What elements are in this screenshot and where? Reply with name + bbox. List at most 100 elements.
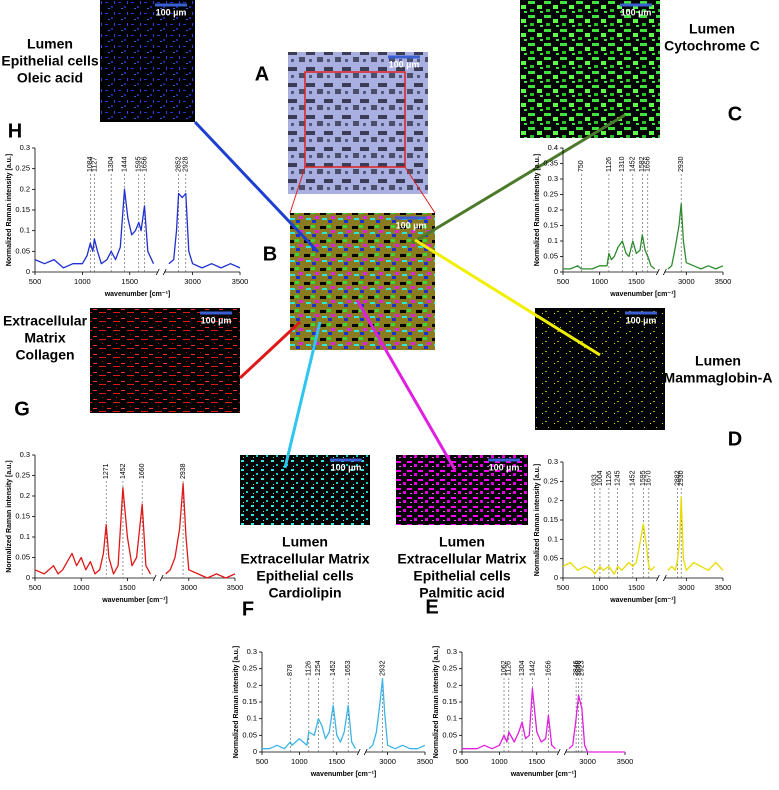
y-tick-label: 0.15 <box>543 220 558 229</box>
spectrum-line <box>462 688 625 753</box>
scale-bar-label: 100 µm <box>156 7 187 17</box>
peak-label: 2882 <box>675 470 682 486</box>
y-tick-label: 0.25 <box>543 476 558 485</box>
peak-label: 1452 <box>630 470 637 486</box>
y-tick-label: 0.4 <box>548 143 558 152</box>
peak-label: 1582 <box>639 156 646 172</box>
y-tick-label: 0.25 <box>15 164 30 173</box>
peak-label: 2846 <box>573 660 580 676</box>
peak-label: 878 <box>287 664 294 676</box>
scale-bar-label: 100 µm <box>396 220 427 230</box>
x-tick-label: 3000 <box>379 757 396 766</box>
peak-label: 1062 <box>501 660 508 676</box>
peak-label: 1271 <box>103 463 110 479</box>
x-tick-label: 3500 <box>715 277 732 286</box>
peak-label: 1452 <box>120 463 127 479</box>
spectrum-line <box>262 678 426 750</box>
x-tick-label: 3000 <box>184 277 201 286</box>
zoom-guide <box>404 166 436 214</box>
peak-label: 2938 <box>180 463 187 479</box>
panel-letter: C <box>728 103 742 125</box>
x-tick-label: 1500 <box>121 277 138 286</box>
connector <box>283 321 322 469</box>
connector <box>238 320 302 380</box>
scale-bar-label: 100 µm <box>621 7 652 17</box>
micrograph <box>240 455 370 525</box>
y-tick-label: 0 <box>453 747 457 756</box>
micrograph <box>520 0 660 138</box>
y-tick-label: 0.15 <box>15 511 30 520</box>
y-tick-label: 0.25 <box>242 664 257 673</box>
y-tick-label: 0.05 <box>15 552 30 561</box>
y-tick-label: 0.1 <box>20 226 30 235</box>
x-tick-label: 3500 <box>227 583 244 592</box>
scale-bar-label: 100 µm <box>331 462 362 472</box>
y-tick-label: 0 <box>554 267 558 276</box>
peak-label: 1254 <box>315 660 322 676</box>
peak-label: 1595 <box>136 156 143 172</box>
y-tick-label: 0.3 <box>20 143 30 152</box>
peak-label: 1127 <box>91 157 98 172</box>
peak-label: 2932 <box>379 660 386 676</box>
y-tick-label: 0.2 <box>447 680 457 689</box>
panel-caption: Lumen <box>689 21 735 37</box>
peak-label: 1126 <box>306 661 313 676</box>
x-axis-label: wavenumber [cm⁻¹] <box>609 597 676 604</box>
spectrum-panel: 0 0.05 0.1 0.15 0.2 0.25 0.3 500 1000 1500 3000 350… <box>534 457 732 604</box>
y-tick-label: 0.1 <box>447 714 457 723</box>
panel-caption: Epithelial cells <box>256 568 353 584</box>
y-tick-label: 0 <box>26 267 30 276</box>
x-tick-label: 500 <box>29 277 42 286</box>
micrograph <box>290 213 435 350</box>
connector <box>193 120 320 254</box>
x-axis-label: wavenumber [cm⁻¹] <box>310 771 377 778</box>
x-tick-label: 1500 <box>528 757 545 766</box>
x-tick-label: 500 <box>256 757 269 766</box>
x-tick-label: 3000 <box>678 583 695 592</box>
x-tick-label: 1500 <box>119 583 136 592</box>
panel-caption: Lumen <box>695 353 741 369</box>
scale-bar-label: 100 µm <box>389 59 420 69</box>
peak-label: 2930 <box>678 470 685 486</box>
x-tick-label: 3500 <box>417 757 434 766</box>
axis-break <box>655 574 667 582</box>
connector <box>355 299 457 471</box>
axis-break <box>152 574 164 582</box>
y-tick-label: 0.2 <box>548 496 558 505</box>
x-tick-label: 3000 <box>579 757 596 766</box>
y-tick-label: 0.15 <box>442 697 457 706</box>
peak-label: 1670 <box>646 470 653 486</box>
connector <box>414 238 601 357</box>
y-tick-label: 0.25 <box>543 189 558 198</box>
peak-label: 1595 <box>640 470 647 486</box>
y-tick-label: 0.15 <box>15 205 30 214</box>
peak-label: 1310 <box>619 156 626 172</box>
peak-label: 750 <box>578 160 585 172</box>
spectrum-panel: 0 0.05 0.1 0.15 0.2 0.25 0.3 500 1000 1500 3000 350… <box>433 646 634 778</box>
panel-letter: D <box>728 428 742 450</box>
y-tick-label: 0.05 <box>442 730 457 739</box>
x-tick-label: 500 <box>29 583 42 592</box>
x-axis-label: wavenumber [cm⁻¹] <box>104 291 171 298</box>
x-tick-label: 1000 <box>73 583 90 592</box>
panel-caption: Extracellular <box>3 313 88 329</box>
peak-label: 1452 <box>630 156 637 172</box>
y-tick-label: 0.3 <box>20 450 30 459</box>
x-tick-label: 1000 <box>74 277 91 286</box>
peak-label: 2930 <box>678 156 685 172</box>
peak-label: 1304 <box>108 156 115 172</box>
micrograph <box>396 455 528 525</box>
y-axis-label: Normalized Raman intensity [a.u.] <box>6 460 13 572</box>
x-tick-label: 1000 <box>491 757 508 766</box>
spectrum-line <box>563 203 724 270</box>
peak-label: 1004 <box>597 470 604 486</box>
x-axis-label: wavenumber [cm⁻¹] <box>101 597 168 604</box>
scale-bar-label: 100 µm <box>201 315 232 325</box>
x-tick-label: 1500 <box>628 583 645 592</box>
x-axis-label: wavenumber [cm⁻¹] <box>609 291 676 298</box>
panel-caption: Oleic acid <box>17 70 83 86</box>
panel-caption: Cardiolipin <box>268 585 341 601</box>
micrograph <box>90 308 240 413</box>
panel-letter: A <box>255 63 269 85</box>
